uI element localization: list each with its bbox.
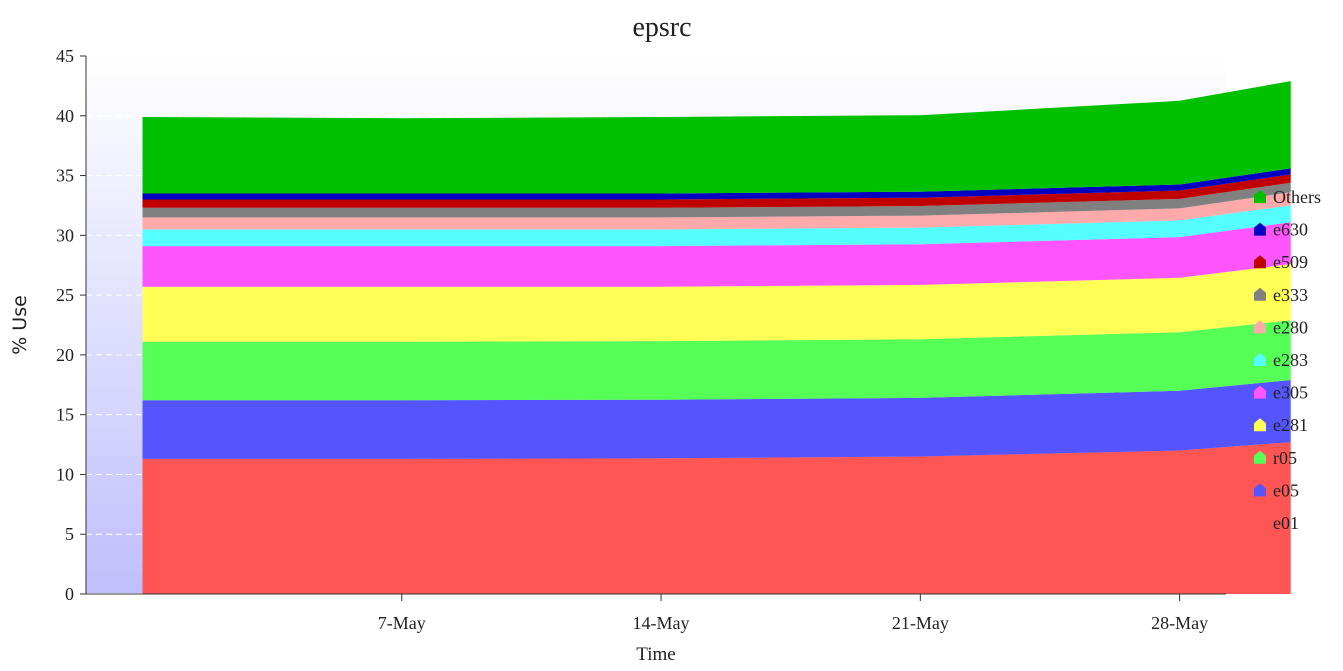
- legend-item-e333: e333: [1254, 285, 1308, 305]
- x-tick-label: 14-May: [633, 613, 690, 633]
- y-tick-label: 40: [56, 106, 74, 126]
- legend-swatch: [1254, 287, 1266, 301]
- area-series-e283: [142, 205, 1291, 247]
- area-series-e281: [142, 264, 1291, 342]
- y-tick-label: 20: [56, 345, 74, 365]
- legend-item-e305: e305: [1254, 383, 1308, 403]
- x-tick-label: 28-May: [1151, 613, 1208, 633]
- legend-item-e630: e630: [1254, 220, 1308, 240]
- legend-item-e01: e01: [1254, 513, 1299, 533]
- y-tick-label: 10: [56, 464, 74, 484]
- legend-item-e283: e283: [1254, 350, 1308, 370]
- legend-label: e01: [1273, 513, 1299, 533]
- axes: [85, 56, 1226, 595]
- y-tick-label: 15: [56, 405, 74, 425]
- x-tick-label: 7-May: [378, 613, 426, 633]
- legend-swatch: [1254, 516, 1266, 529]
- legend-swatch: [1254, 222, 1266, 236]
- area-series-e01: [142, 442, 1291, 594]
- area-series-e509: [142, 174, 1291, 208]
- y-axis-ticks: 0 5 10 15 20 25 30 35 40 45: [56, 46, 86, 604]
- y-tick-label: 30: [56, 225, 74, 245]
- legend-swatch: [1254, 385, 1266, 399]
- legend-label: r05: [1273, 448, 1297, 468]
- legend-item-r05: r05: [1254, 448, 1297, 468]
- legend-swatch: [1254, 353, 1266, 366]
- legend-item-others: Others: [1254, 187, 1321, 207]
- area-series-e333: [142, 182, 1291, 218]
- legend-item-e509: e509: [1254, 252, 1308, 272]
- legend: Others e630 e509 e333 e280 e283 e305 e281 r05 e05…: [1254, 187, 1321, 533]
- y-tick-label: 5: [65, 524, 74, 544]
- legend-label: e305: [1273, 383, 1308, 403]
- area-series-group: [142, 81, 1291, 594]
- legend-swatch: [1254, 190, 1266, 203]
- area-series-others: [142, 81, 1291, 194]
- y-tick-label: 25: [56, 285, 74, 305]
- legend-item-e05: e05: [1254, 480, 1299, 500]
- legend-label: e281: [1273, 415, 1308, 435]
- legend-label: e05: [1273, 480, 1299, 500]
- legend-label: e283: [1273, 350, 1308, 370]
- x-tick-label: 21-May: [892, 613, 949, 633]
- legend-label: e280: [1273, 317, 1308, 337]
- legend-label: e509: [1273, 252, 1308, 272]
- legend-item-e280: e280: [1254, 317, 1308, 337]
- y-axis-label: % Use: [9, 295, 31, 355]
- legend-item-e281: e281: [1254, 415, 1308, 435]
- legend-swatch: [1254, 320, 1266, 334]
- legend-swatch: [1254, 255, 1266, 269]
- x-axis-label: Time: [636, 644, 675, 665]
- area-series-r05: [142, 320, 1291, 401]
- legend-swatch: [1254, 418, 1266, 432]
- legend-label: e333: [1273, 285, 1308, 305]
- x-axis-ticks: 7-May 14-May 21-May 28-May: [378, 594, 1208, 633]
- legend-label: e630: [1273, 220, 1308, 240]
- chart-title: epsrc: [632, 12, 691, 43]
- area-series-e305: [142, 222, 1291, 287]
- area-series-e280: [142, 192, 1291, 230]
- legend-swatch: [1254, 483, 1266, 497]
- y-tick-label: 35: [56, 166, 74, 186]
- legend-swatch: [1254, 450, 1266, 464]
- legend-label: Others: [1273, 187, 1321, 207]
- y-tick-label: 0: [65, 584, 74, 604]
- area-series-e630: [142, 168, 1291, 200]
- y-tick-label: 45: [56, 46, 74, 66]
- area-series-e05: [142, 380, 1291, 459]
